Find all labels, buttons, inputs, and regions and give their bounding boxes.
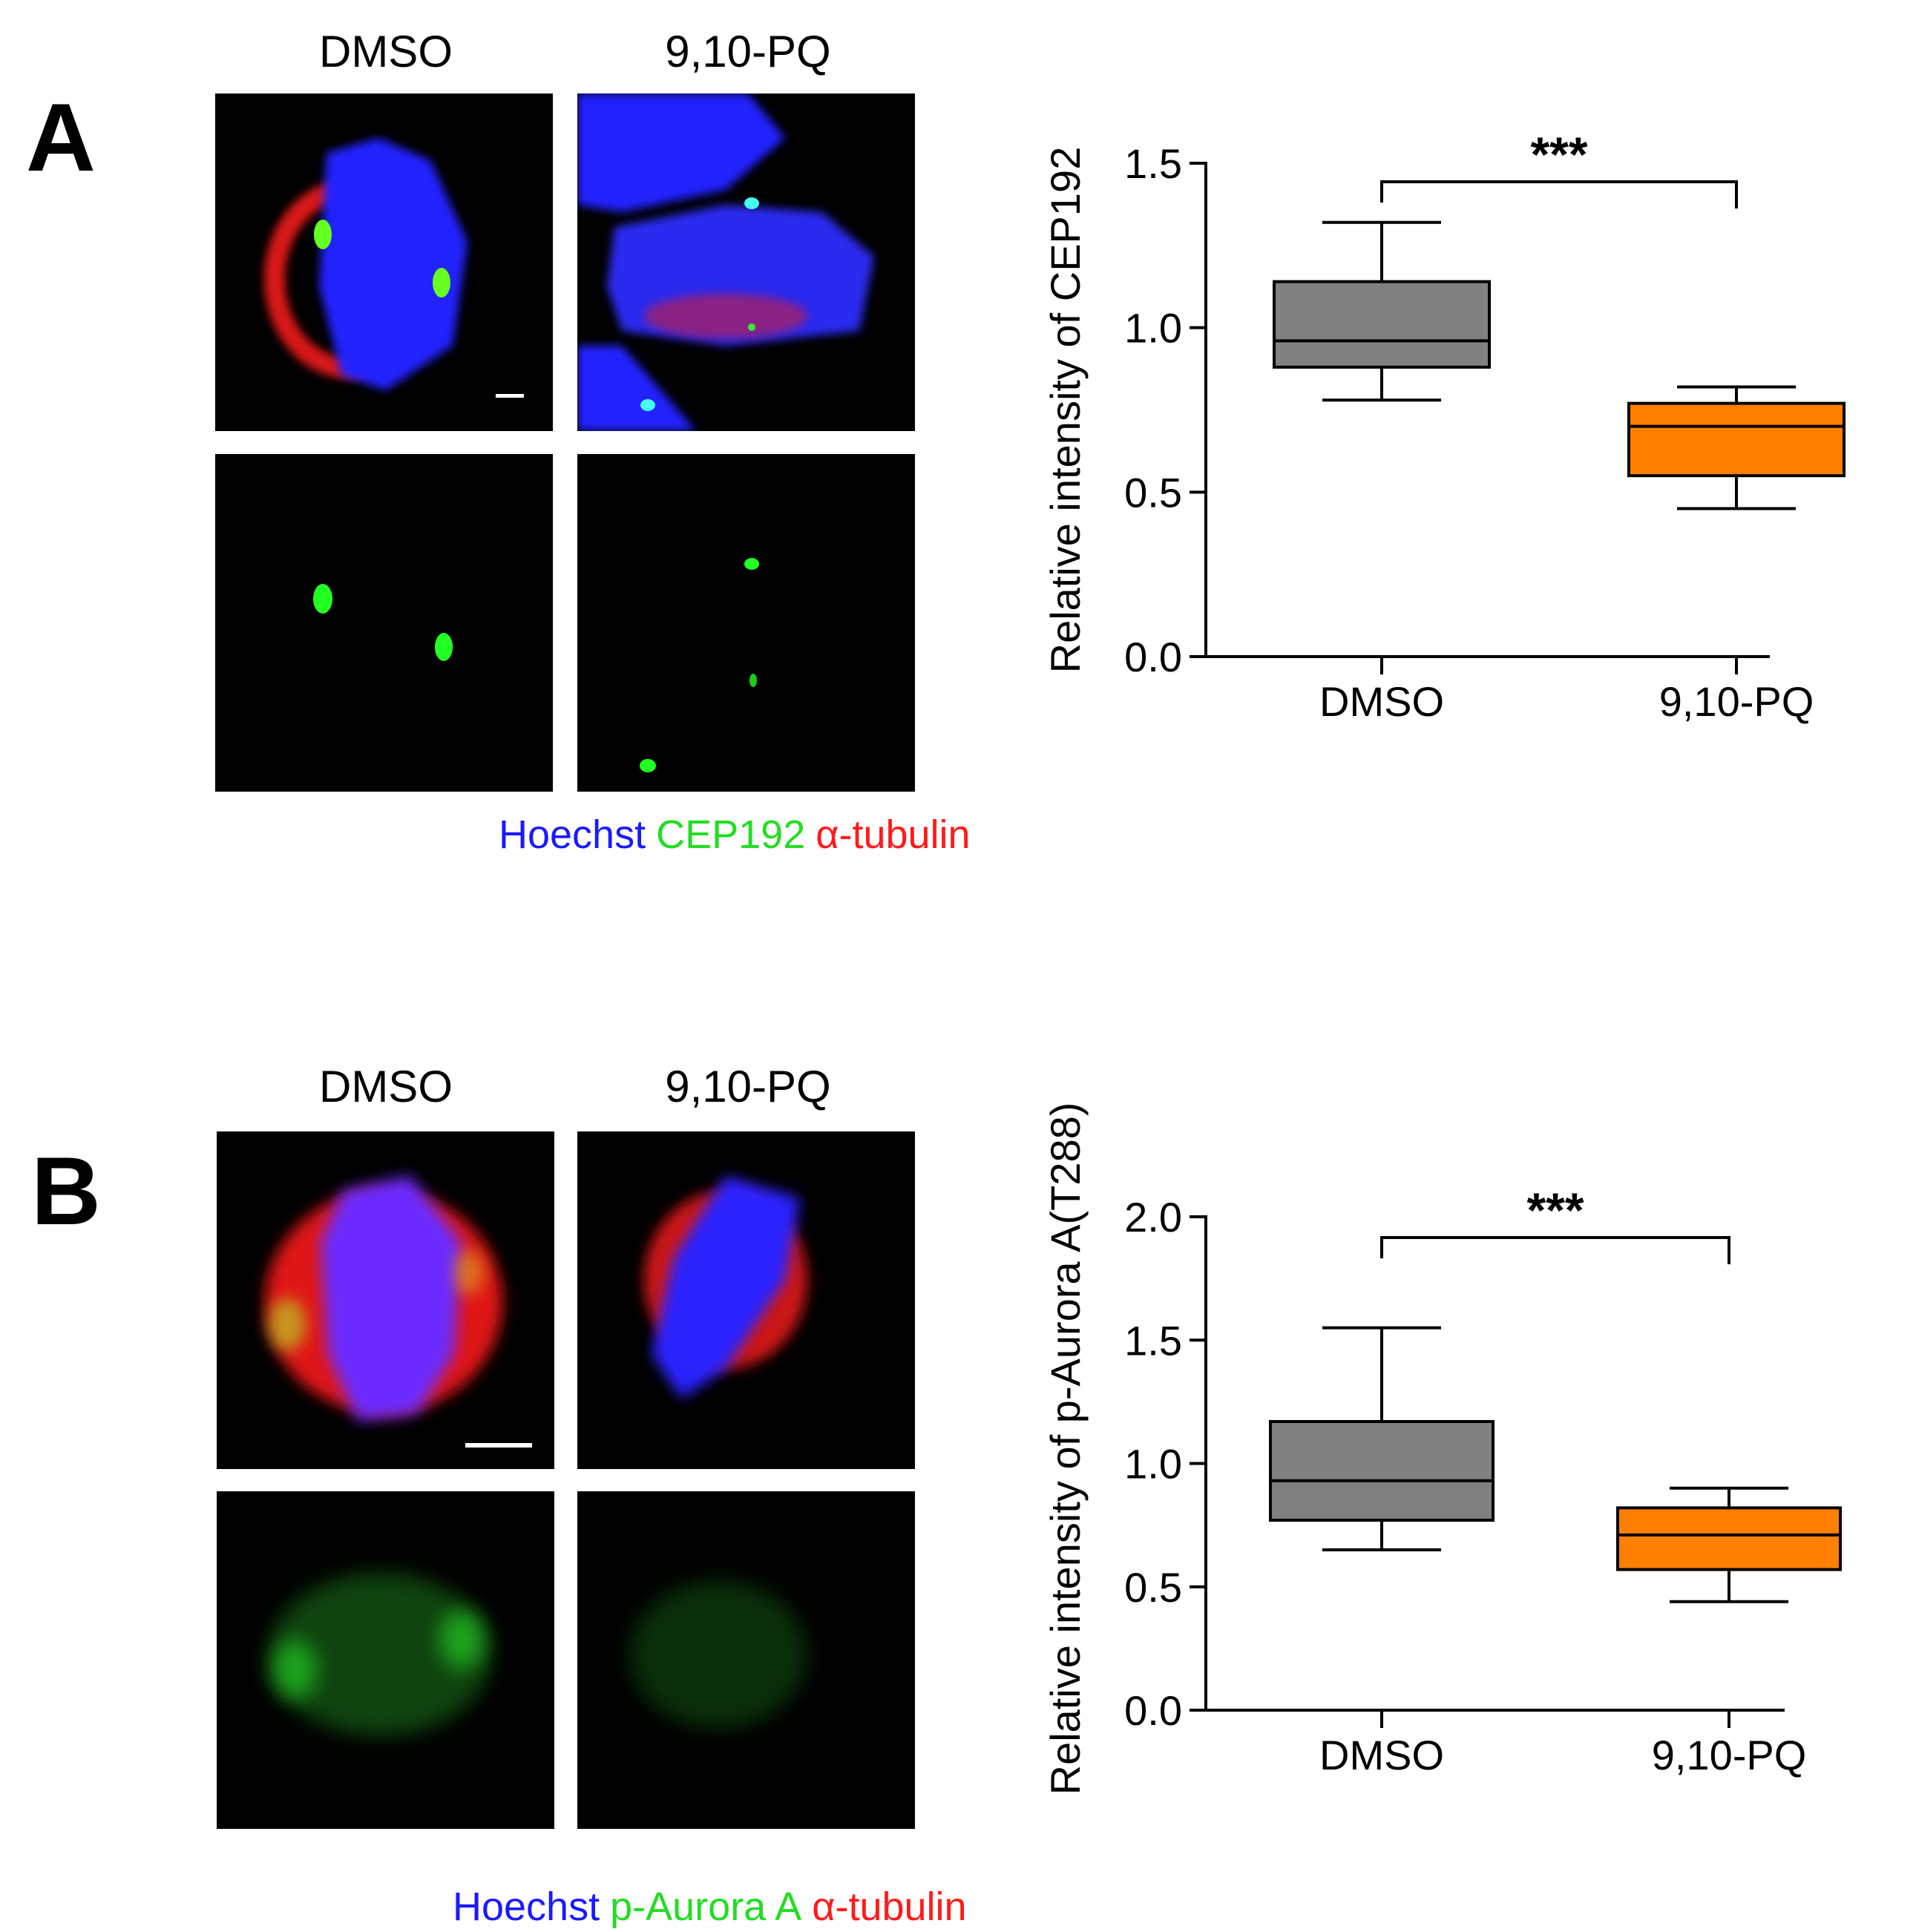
chart-b-y-tick-label-1: 0.5 [1124, 1564, 1182, 1611]
micrograph-b-pq-green [577, 1491, 915, 1829]
legend-a-item-2: α-tubulin [816, 812, 971, 857]
micrograph-a-dmso-green [215, 454, 553, 792]
chart-a-y-tick-label-3: 1.5 [1124, 140, 1182, 187]
box-chart-cep192: 0.0 0.5 1.0 1.5 Relative intensity of CEP192… [1042, 127, 1846, 725]
micrograph-b-pq-merge-image [644, 1176, 807, 1399]
box-chart-p-aurora-a: 0.0 0.5 1.0 1.5 2.0 Relative intensity of p-A… [1042, 1103, 1842, 1795]
legend-b-item-2: α-tubulin [812, 1885, 967, 1929]
legend-b-item-1: p-Aurora A [610, 1885, 802, 1929]
legend-a-item-0: Hoechst [499, 812, 646, 857]
micrograph-a-dmso-merge-image [264, 138, 524, 398]
chart-a-y-axis-label: Relative intensity of CEP192 [1042, 147, 1089, 674]
micrograph-a-pq-green [577, 454, 915, 792]
column-label-pq-a: 9,10-PQ [665, 27, 831, 76]
column-label-dmso-b: DMSO [319, 1062, 453, 1111]
chart-b-y-axis-label: Relative intensity of p-Aurora A(T288) [1042, 1103, 1089, 1795]
chart-b-x-tick-label-1: 9,10-PQ [1652, 1732, 1807, 1778]
micrograph-a-pq-green-image [640, 558, 759, 772]
micrograph-a-dmso-merge [215, 93, 553, 431]
legend-b-item-0: Hoechst [453, 1885, 600, 1929]
chart-a-y-tick-label-1: 0.5 [1124, 469, 1182, 516]
micrograph-a-pq-merge-image [577, 93, 874, 431]
micrograph-b-dmso-green [217, 1491, 554, 1829]
chart-b-box-0 [1269, 1419, 1495, 1522]
chart-b-y-tick-label-4: 2.0 [1124, 1194, 1182, 1241]
panel-letter-a: A [26, 83, 96, 191]
legend-a-item-1: CEP192 [656, 812, 806, 857]
chart-a-significance-bracket [1380, 180, 1738, 208]
chart-b-y-tick-label-3: 1.5 [1124, 1317, 1182, 1364]
chart-b-box-1 [1616, 1506, 1842, 1571]
column-label-pq-b: 9,10-PQ [665, 1062, 831, 1111]
chart-b-x-tick-label-0: DMSO [1319, 1732, 1444, 1778]
chart-b-y-tick-label-0: 0.0 [1124, 1687, 1182, 1734]
chart-a-x-tick-label-1: 9,10-PQ [1659, 678, 1814, 725]
legend-a: Hoechst CEP192 α-tubulin [499, 815, 981, 855]
column-label-dmso-a: DMSO [319, 27, 453, 76]
chart-b-y-tick-label-2: 1.0 [1124, 1441, 1182, 1488]
chart-a-x-tick-label-0: DMSO [1319, 678, 1444, 725]
chart-a-y-tick-label-2: 1.0 [1124, 305, 1182, 352]
micrograph-a-dmso-green-image [313, 584, 453, 661]
chart-a-y-tick-label-0: 0.0 [1124, 634, 1182, 680]
micrograph-b-dmso-merge [217, 1131, 554, 1469]
micrograph-b-dmso-green-image [269, 1573, 491, 1736]
chart-a-significance-label: *** [1530, 127, 1587, 182]
micrograph-b-dmso-merge-image [265, 1176, 532, 1448]
chart-b-significance-label: *** [1526, 1183, 1584, 1238]
micrograph-a-pq-merge [577, 93, 915, 431]
micrograph-b-pq-green-image [629, 1580, 807, 1729]
panel-letter-b: B [31, 1137, 101, 1245]
chart-a-box-0 [1273, 280, 1491, 369]
chart-a-box-1 [1627, 401, 1846, 478]
micrograph-b-pq-merge [577, 1131, 915, 1469]
chart-b-significance-bracket [1380, 1236, 1730, 1264]
